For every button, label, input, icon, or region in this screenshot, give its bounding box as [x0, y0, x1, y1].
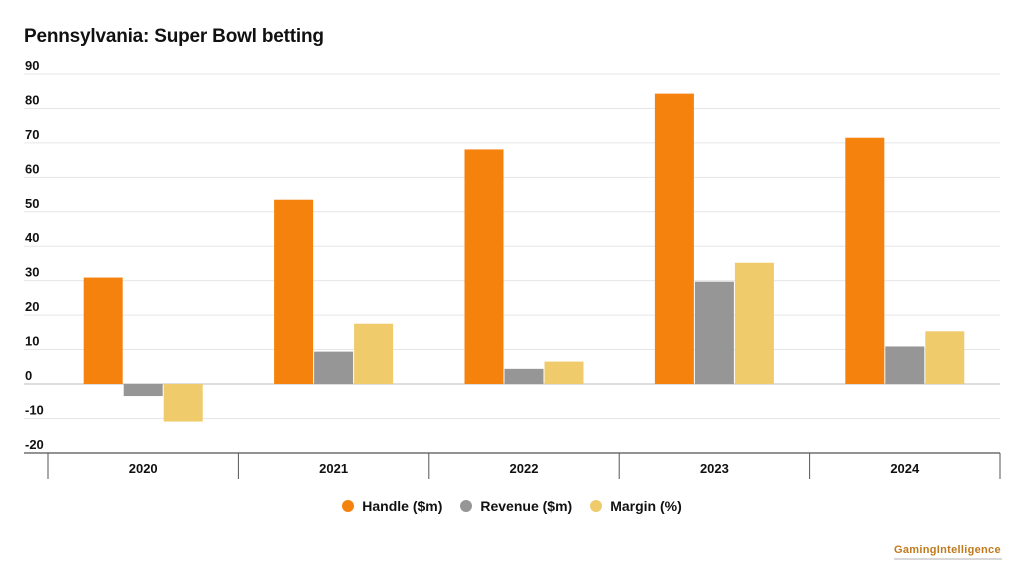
bar-margin [354, 323, 394, 384]
y-tick-label: -10 [25, 402, 44, 417]
legend-swatch [342, 500, 355, 512]
bar-handle [274, 199, 314, 384]
brand-logo-text: GamingIntelligence [894, 544, 1001, 556]
legend-item: Revenue ($m) [460, 498, 572, 514]
x-axis: 2020 2021 2022 2023 2024 [24, 452, 1001, 479]
bar-revenue [504, 368, 544, 384]
bar-revenue [123, 384, 163, 397]
legend: Handle ($m) Revenue ($m) Margin (%) [0, 498, 1024, 514]
bar-margin [925, 331, 965, 384]
brand-logo-rule [894, 558, 1002, 560]
legend-swatch [590, 500, 603, 512]
x-category-label: 2022 [510, 461, 539, 476]
bar-margin [544, 361, 584, 384]
bar-handle [654, 93, 694, 384]
y-tick-label: 0 [25, 368, 32, 383]
y-axis-ticks: 90 80 70 60 50 40 30 20 10 0 -10 -20 [25, 58, 44, 452]
y-tick-label: -20 [25, 437, 44, 452]
bar-margin [163, 384, 203, 422]
bar-handle [845, 137, 885, 384]
y-tick-label: 50 [25, 196, 39, 211]
y-tick-label: 60 [25, 161, 39, 176]
bar-revenue [885, 346, 925, 384]
y-tick-label: 80 [25, 92, 39, 107]
y-tick-label: 90 [25, 58, 39, 73]
bars [83, 93, 965, 422]
bar-margin [734, 262, 774, 384]
y-tick-label: 40 [25, 230, 39, 245]
legend-label: Handle ($m) [362, 498, 443, 514]
legend-label: Revenue ($m) [480, 498, 573, 514]
legend-swatch [460, 500, 473, 512]
x-category-label: 2024 [890, 461, 920, 476]
x-category-label: 2021 [319, 461, 348, 476]
y-tick-label: 20 [25, 299, 39, 314]
y-tick-label: 10 [25, 334, 39, 349]
bar-revenue [314, 351, 354, 384]
legend-label: Margin (%) [610, 498, 682, 514]
legend-item: Handle ($m) [342, 498, 442, 514]
bar-handle [83, 277, 123, 384]
bar-revenue [694, 281, 734, 384]
y-tick-label: 30 [25, 265, 39, 280]
x-category-label: 2020 [129, 461, 158, 476]
x-category-label: 2023 [700, 461, 729, 476]
bar-handle [464, 149, 504, 384]
brand-logo: GamingIntelligence [894, 544, 1002, 560]
legend-item: Margin (%) [590, 498, 682, 514]
chart-title: Pennsylvania: Super Bowl betting [24, 26, 324, 47]
y-tick-label: 70 [25, 127, 39, 142]
